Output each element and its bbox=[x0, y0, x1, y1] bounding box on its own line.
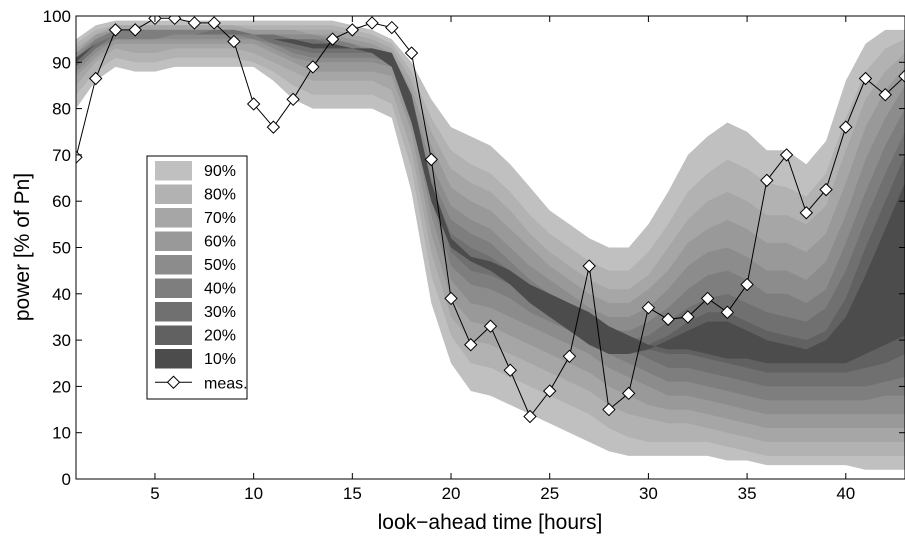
legend-swatch bbox=[155, 278, 192, 298]
y-tick-label: 20 bbox=[52, 377, 71, 396]
legend-swatch bbox=[155, 349, 192, 369]
legend-label: 30% bbox=[204, 304, 236, 321]
meas-point bbox=[602, 402, 616, 417]
meas-point bbox=[582, 259, 596, 273]
legend-label: 50% bbox=[204, 257, 236, 274]
legend-swatch bbox=[155, 208, 192, 228]
legend-swatch bbox=[155, 255, 192, 275]
legend-swatch bbox=[155, 325, 192, 345]
x-tick-label: 15 bbox=[343, 484, 362, 503]
y-tick-label: 90 bbox=[52, 53, 71, 72]
x-tick-label: 10 bbox=[244, 484, 263, 503]
meas-point bbox=[345, 23, 360, 37]
y-tick-label: 100 bbox=[43, 7, 71, 26]
x-axis-title: look−ahead time [hours] bbox=[378, 511, 603, 534]
meas-point bbox=[898, 69, 905, 83]
y-tick-label: 10 bbox=[52, 424, 71, 443]
legend-swatch bbox=[155, 161, 192, 181]
meas-point bbox=[621, 386, 636, 401]
legend-label: 40% bbox=[204, 281, 236, 298]
legend-label: 90% bbox=[204, 163, 236, 180]
x-tick-label: 35 bbox=[738, 484, 757, 503]
meas-point bbox=[523, 409, 537, 424]
meas-point bbox=[562, 349, 577, 364]
y-tick-label: 50 bbox=[52, 239, 71, 258]
legend-label: 20% bbox=[204, 328, 236, 345]
meas-point bbox=[503, 363, 517, 377]
meas-point bbox=[858, 71, 873, 86]
y-tick-label: 80 bbox=[52, 100, 71, 119]
legend-marker bbox=[166, 375, 181, 389]
x-tick-label: 40 bbox=[836, 484, 855, 503]
y-tick-label: 0 bbox=[62, 470, 71, 489]
x-tick-label: 5 bbox=[150, 484, 159, 503]
x-tick-label: 25 bbox=[540, 484, 559, 503]
meas-point bbox=[543, 384, 557, 398]
y-axis-title: power [% of Pn] bbox=[11, 173, 34, 321]
meas-point bbox=[424, 152, 438, 167]
meas-point bbox=[720, 305, 735, 320]
meas-point bbox=[365, 16, 379, 30]
meas-point bbox=[464, 338, 478, 352]
meas-point bbox=[483, 319, 498, 333]
x-tick-label: 20 bbox=[442, 484, 461, 503]
meas-point bbox=[227, 34, 241, 49]
meas-point bbox=[681, 310, 695, 324]
meas-point bbox=[799, 206, 814, 220]
legend-label: 80% bbox=[204, 187, 236, 204]
legend-swatch bbox=[155, 231, 192, 251]
y-tick-label: 40 bbox=[52, 285, 71, 304]
meas-point bbox=[819, 182, 833, 197]
y-tick-label: 70 bbox=[52, 146, 71, 165]
meas-point bbox=[325, 32, 340, 46]
legend: 90% 80% 70% 60% 50% 40% 30% 20% 10% meas. bbox=[146, 155, 248, 400]
meas-point bbox=[187, 16, 202, 30]
meas-point bbox=[266, 120, 281, 134]
meas-point bbox=[444, 291, 458, 306]
band-20pct bbox=[76, 34, 905, 373]
legend-label: meas. bbox=[204, 375, 248, 392]
meas-point bbox=[286, 92, 300, 107]
legend-swatch bbox=[155, 184, 192, 204]
meas-point bbox=[740, 277, 754, 292]
axes: 5 10 15 20 25 30 35 40 0 10 20 30 40 50 60 70 80 90 100 bbox=[43, 7, 905, 503]
legend-label: 60% bbox=[204, 234, 236, 251]
meas-point bbox=[661, 312, 675, 326]
meas-point bbox=[878, 88, 892, 102]
meas-point bbox=[700, 291, 715, 306]
meas-point bbox=[128, 23, 142, 37]
y-tick-label: 30 bbox=[52, 331, 71, 350]
y-tick-label: 60 bbox=[52, 192, 71, 211]
meas-point bbox=[246, 97, 261, 111]
meas-point bbox=[779, 148, 794, 162]
legend-label: 10% bbox=[204, 351, 236, 368]
legend-label: 70% bbox=[204, 210, 236, 227]
meas-point bbox=[839, 120, 853, 134]
legend-swatch bbox=[155, 302, 192, 322]
meas-point bbox=[306, 60, 320, 74]
meas-point bbox=[89, 71, 103, 86]
meas-point bbox=[108, 23, 123, 37]
meas-point bbox=[404, 46, 419, 60]
measurement-series bbox=[76, 16, 905, 424]
meas-point bbox=[760, 173, 774, 188]
meas-point bbox=[207, 16, 221, 30]
meas-point bbox=[385, 20, 399, 35]
meas-point bbox=[641, 300, 656, 315]
x-tick-label: 30 bbox=[639, 484, 658, 503]
